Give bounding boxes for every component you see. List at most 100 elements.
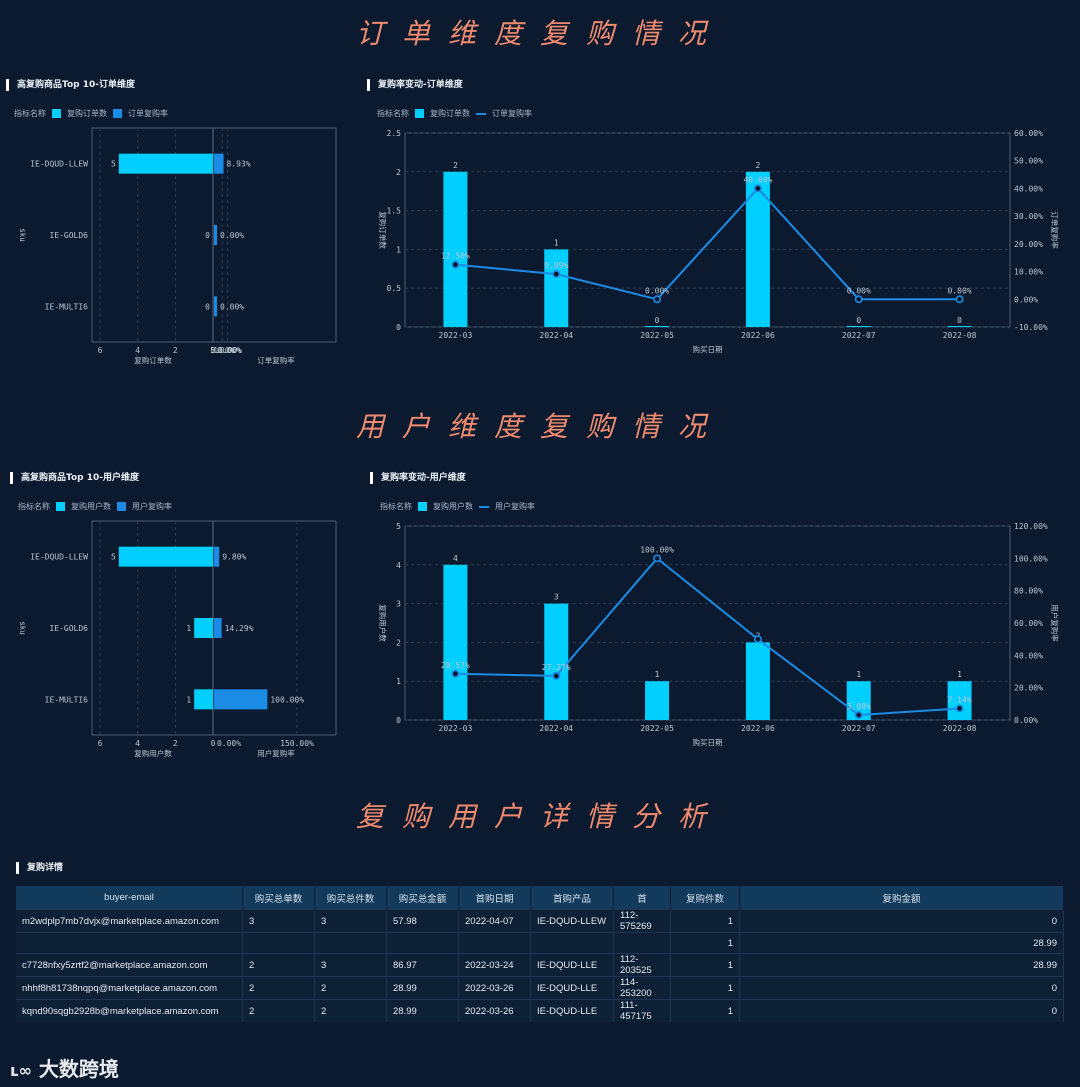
category-label: IE-DQUD-LLEW xyxy=(30,553,88,562)
rate-value-label: 12.50% xyxy=(441,252,470,261)
bar-value-label: 3 xyxy=(554,593,559,602)
table-cell: 114-253200 xyxy=(613,976,671,1000)
legend-swatch-bar xyxy=(56,502,65,511)
table-cell xyxy=(530,932,614,954)
x-tick-label: 2022-06 xyxy=(741,724,775,733)
table-cell: nhhf8h81738nqpq@marketplace.amazon.com xyxy=(16,976,243,1000)
category-label: IE-GOLD6 xyxy=(49,231,88,240)
panel-title-detail: 复购详情 xyxy=(16,862,63,874)
legend-swatch-bar xyxy=(418,502,427,511)
table-cell: 3 xyxy=(242,909,315,933)
col-header[interactable]: buyer-email xyxy=(16,886,243,910)
legend-swatch-line xyxy=(476,112,486,115)
col-header[interactable]: 首 xyxy=(613,886,671,910)
table-cell: 86.97 xyxy=(386,953,459,977)
table-row[interactable]: c7728nfxy5zrtf2@marketplace.amazon.com 2 3… xyxy=(16,953,1064,977)
y2-tick-label: 100.00% xyxy=(1014,554,1048,563)
table-cell: 3 xyxy=(314,909,387,933)
table-row[interactable]: nhhf8h81738nqpq@marketplace.amazon.com 2 2… xyxy=(16,976,1064,1000)
legend-item[interactable]: 复购用户数 xyxy=(71,502,111,511)
table-cell: 2022-04-07 xyxy=(458,909,531,933)
y-axis-label: sku xyxy=(18,621,27,635)
y-axis-label: 复购用户数 xyxy=(378,604,388,642)
y-tick-label: 2.5 xyxy=(387,129,402,138)
table-cell: 2022-03-24 xyxy=(458,953,531,977)
rate-point xyxy=(451,669,460,678)
x-axis-label: 购买日期 xyxy=(693,344,723,354)
panel-title-top10-user: 高复购商品Top 10-用户维度 xyxy=(10,472,139,484)
bar xyxy=(846,326,871,327)
bar-count xyxy=(118,546,213,567)
col-header[interactable]: 首购日期 xyxy=(458,886,531,910)
legend-item[interactable]: 复购订单数 xyxy=(67,109,107,118)
legend-item[interactable]: 复购用户数 xyxy=(433,502,473,511)
table-cell: c7728nfxy5zrtf2@marketplace.amazon.com xyxy=(16,953,243,977)
section-title-detail: 复购用户详情分析 xyxy=(355,800,724,833)
table-cell: 1 xyxy=(670,932,740,954)
table-cell: IE-DQUD-LLE xyxy=(530,953,614,977)
rate-point xyxy=(552,671,561,680)
col-header[interactable]: 购买总单数 xyxy=(242,886,315,910)
x-tick-label: 2 xyxy=(173,739,178,748)
legend-item[interactable]: 订单复购率 xyxy=(492,109,532,118)
table-cell xyxy=(314,932,387,954)
col-header[interactable]: 购买总金额 xyxy=(386,886,459,910)
x-tick-label: 2022-05 xyxy=(640,724,674,733)
x-tick-label: 2022-07 xyxy=(842,724,876,733)
legend-prefix: 指标名称 xyxy=(377,109,409,118)
y2-tick-label: -10.00% xyxy=(1014,323,1048,332)
legend-prefix: 指标名称 xyxy=(380,502,412,511)
table-cell: 112-203525 xyxy=(613,953,671,977)
table-row[interactable]: m2wdplp7mb7dvjx@marketplace.amazon.com 3 3… xyxy=(16,909,1064,933)
rate-value-label: 9.80% xyxy=(222,553,246,562)
col-header[interactable]: 复购件数 xyxy=(670,886,740,910)
bar-value-label: 2 xyxy=(453,161,458,170)
y2-tick-label: 20.00% xyxy=(1014,684,1043,693)
table-cell xyxy=(613,932,671,954)
bar-rate xyxy=(214,296,217,317)
table-cell: 1 xyxy=(670,999,740,1022)
bar-value-label: 0 xyxy=(205,302,210,311)
table-cell xyxy=(242,932,315,954)
x-tick-label: 2022-04 xyxy=(539,331,573,340)
x-tick-label: 2022-05 xyxy=(640,331,674,340)
panel-title-top10-order: 高复购商品Top 10-订单维度 xyxy=(6,79,135,91)
x-axis-label-left: 复购订单数 xyxy=(134,355,172,365)
legend-trend-order: 指标名称 复购订单数 订单复购率 xyxy=(377,108,532,119)
y2-axis-label: 用户复购率 xyxy=(1050,604,1060,642)
col-header[interactable]: 购买总件数 xyxy=(314,886,387,910)
bar-value-label: 1 xyxy=(186,695,191,704)
section-title-order: 订单维度复购情况 xyxy=(355,17,724,50)
legend-item[interactable]: 用户复购率 xyxy=(132,502,172,511)
y-tick-label: 3 xyxy=(396,600,401,609)
table-row[interactable]: 1 28.99 xyxy=(16,932,1064,954)
table-cell: 1 xyxy=(670,953,740,977)
rate-value-label: 100.00% xyxy=(640,545,674,554)
rate-value-label: 9.09% xyxy=(544,261,568,270)
legend-item[interactable]: 订单复购率 xyxy=(128,109,168,118)
y2-axis-label: 订单复购率 xyxy=(1050,211,1060,249)
col-header[interactable]: 首购产品 xyxy=(530,886,614,910)
table-cell: 0 xyxy=(739,999,1064,1022)
table-cell: 3 xyxy=(314,953,387,977)
col-header[interactable]: 复购金额 xyxy=(739,886,1064,910)
category-label: IE-MULTI6 xyxy=(45,302,89,311)
legend-item[interactable]: 复购订单数 xyxy=(430,109,470,118)
table-row[interactable]: kqnd90sqgb2928b@marketplace.amazon.com 2 2… xyxy=(16,999,1064,1022)
legend-item[interactable]: 用户复购率 xyxy=(495,502,535,511)
legend-top10-order: 指标名称 复购订单数 订单复购率 xyxy=(14,108,168,119)
x-tick-label: 10.00% xyxy=(213,346,242,355)
rate-point xyxy=(753,635,762,644)
bar-value-label: 4 xyxy=(453,554,458,563)
y-axis-label: sku xyxy=(18,228,27,242)
x-tick-label: 2 xyxy=(173,346,178,355)
legend-swatch-rate xyxy=(117,502,126,511)
y2-tick-label: 120.00% xyxy=(1014,522,1048,531)
bar xyxy=(645,326,670,327)
x-tick-label: 0 xyxy=(211,739,216,748)
bar xyxy=(544,603,569,720)
bar-rate xyxy=(214,546,220,567)
table-cell: 111-457175 xyxy=(613,999,671,1022)
table-cell: 1 xyxy=(670,909,740,933)
rate-point xyxy=(653,554,662,563)
